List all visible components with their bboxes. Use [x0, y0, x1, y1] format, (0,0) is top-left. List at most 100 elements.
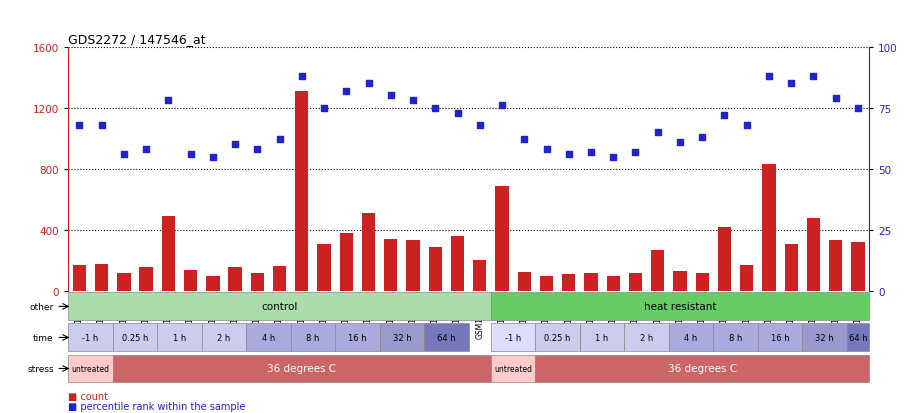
Bar: [73, 265, 86, 291]
Bar: [829, 241, 843, 291]
Point: [740, 122, 754, 129]
Text: GDS2272 / 147546_at: GDS2272 / 147546_at: [68, 33, 206, 46]
Bar: [490, 293, 869, 320]
Bar: [113, 355, 490, 382]
Text: 4 h: 4 h: [684, 333, 698, 342]
Point: [606, 154, 621, 161]
Point: [561, 152, 576, 158]
Bar: [740, 265, 753, 291]
Bar: [247, 324, 290, 351]
Bar: [540, 277, 553, 291]
Point: [762, 74, 776, 80]
Text: 8 h: 8 h: [729, 333, 743, 342]
Text: -1 h: -1 h: [83, 333, 98, 342]
Point: [295, 74, 309, 80]
Text: 1 h: 1 h: [173, 333, 187, 342]
Bar: [407, 241, 420, 291]
Point: [651, 130, 665, 136]
Text: -1 h: -1 h: [505, 333, 521, 342]
Bar: [335, 324, 379, 351]
Bar: [535, 324, 580, 351]
Bar: [535, 355, 869, 382]
Bar: [758, 324, 803, 351]
Bar: [113, 324, 157, 351]
Bar: [669, 324, 713, 351]
Text: 1 h: 1 h: [595, 333, 609, 342]
Point: [628, 149, 642, 156]
Point: [383, 93, 398, 100]
Bar: [651, 250, 664, 291]
Point: [161, 98, 176, 104]
Text: 8 h: 8 h: [307, 333, 319, 342]
Bar: [295, 92, 308, 291]
Point: [540, 147, 554, 153]
Bar: [580, 324, 624, 351]
Bar: [490, 355, 535, 382]
Bar: [473, 261, 487, 291]
Point: [406, 98, 420, 104]
Text: 0.25 h: 0.25 h: [122, 333, 148, 342]
Bar: [490, 324, 535, 351]
Text: 36 degrees C: 36 degrees C: [268, 363, 337, 374]
Text: untreated: untreated: [494, 364, 532, 373]
Text: ■ percentile rank within the sample: ■ percentile rank within the sample: [68, 401, 246, 411]
Bar: [184, 271, 197, 291]
Bar: [624, 324, 669, 351]
Bar: [68, 355, 113, 382]
Point: [228, 142, 242, 148]
Bar: [584, 273, 598, 291]
Point: [428, 105, 442, 112]
Point: [450, 110, 465, 116]
Bar: [318, 244, 330, 291]
Point: [806, 74, 821, 80]
Point: [317, 105, 331, 112]
Text: stress: stress: [27, 364, 54, 373]
Bar: [95, 264, 108, 291]
Bar: [250, 273, 264, 291]
Bar: [207, 276, 219, 291]
Text: 64 h: 64 h: [437, 333, 456, 342]
Text: 32 h: 32 h: [392, 333, 411, 342]
Bar: [117, 273, 130, 291]
Point: [695, 134, 710, 141]
Bar: [162, 216, 175, 291]
Point: [72, 122, 86, 129]
Bar: [495, 186, 509, 291]
Bar: [202, 324, 247, 351]
Text: 64 h: 64 h: [849, 333, 867, 342]
Point: [583, 149, 598, 156]
Bar: [673, 271, 687, 291]
Point: [717, 112, 732, 119]
Bar: [290, 324, 335, 351]
Point: [517, 137, 531, 143]
Point: [472, 122, 487, 129]
Bar: [807, 218, 820, 291]
Text: 16 h: 16 h: [349, 333, 367, 342]
Bar: [518, 272, 531, 291]
Bar: [384, 240, 398, 291]
Point: [851, 105, 865, 112]
Text: 0.25 h: 0.25 h: [544, 333, 571, 342]
Text: other: other: [30, 302, 54, 311]
Point: [183, 152, 197, 158]
Bar: [68, 324, 113, 351]
Bar: [273, 267, 287, 291]
Bar: [228, 268, 242, 291]
Bar: [379, 324, 424, 351]
Text: 2 h: 2 h: [640, 333, 653, 342]
Point: [272, 137, 287, 143]
Text: 32 h: 32 h: [815, 333, 834, 342]
Point: [116, 152, 131, 158]
Point: [828, 95, 843, 102]
Text: ■ count: ■ count: [68, 391, 108, 401]
Text: control: control: [261, 301, 298, 312]
Bar: [851, 242, 864, 291]
Bar: [157, 324, 202, 351]
Bar: [713, 324, 758, 351]
Point: [361, 81, 376, 88]
Point: [206, 154, 220, 161]
Bar: [429, 247, 442, 291]
Bar: [784, 244, 798, 291]
Text: heat resistant: heat resistant: [643, 301, 716, 312]
Bar: [68, 293, 490, 320]
